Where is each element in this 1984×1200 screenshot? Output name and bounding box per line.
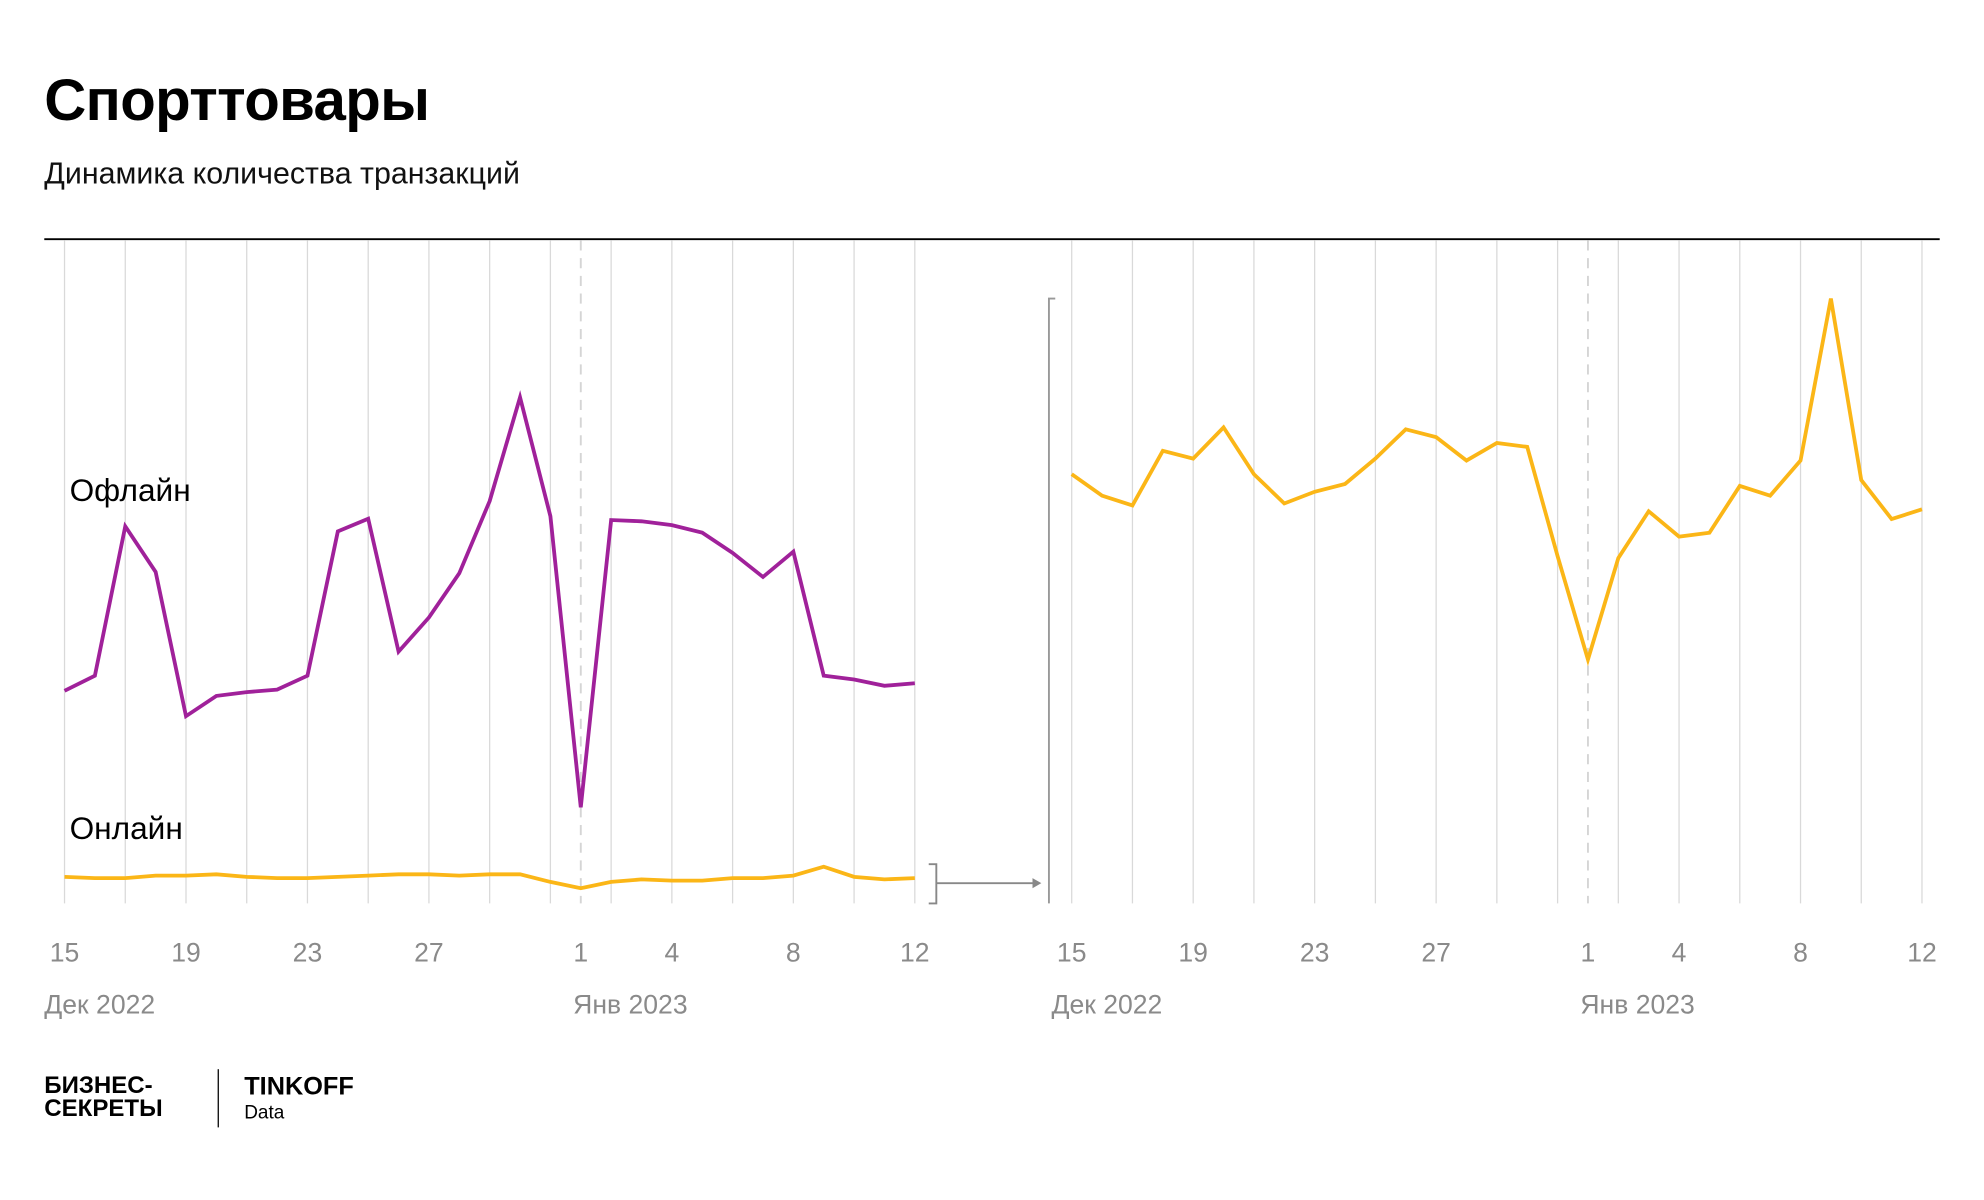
zoom-scale-bracket	[1047, 297, 1056, 904]
tick-label: 23	[293, 938, 323, 968]
month-label: Янв 2023	[573, 990, 687, 1020]
tick-label: 4	[1672, 938, 1687, 968]
arrow-icon	[1032, 878, 1042, 889]
logo-line1: БИЗНЕС-	[44, 1072, 153, 1100]
chart-subtitle: Динамика количества транзакций	[44, 156, 520, 192]
tick-label: 1	[1581, 938, 1596, 968]
tick-label: 23	[1300, 938, 1330, 968]
biznes-sekrety-logo: БИЗНЕС- СЕКРЕТЫ	[44, 1072, 163, 1123]
tick-label: 27	[1421, 938, 1451, 968]
chart-title: Спорттовары	[44, 67, 430, 133]
tick-label: 27	[414, 938, 444, 968]
tick-label: 15	[50, 938, 80, 968]
right-chart: 15 19 23 27 1 4 8 12 Дек 2022 Янв 2023	[1051, 240, 1937, 1020]
tick-label: 4	[664, 938, 679, 968]
legend-online: Онлайн	[70, 810, 183, 846]
tick-label: 1	[573, 938, 588, 968]
tick-label: 12	[900, 938, 930, 968]
tinkoff-logo: TINKOFF	[244, 1072, 354, 1101]
left-chart: 15 19 23 27 1 4 8 12 Дек 2022 Янв 2023	[44, 240, 930, 1020]
tick-label: 8	[1793, 938, 1808, 968]
logo-divider	[217, 1069, 219, 1128]
tinkoff-data-label: Data	[244, 1102, 285, 1124]
month-label: Янв 2023	[1580, 990, 1694, 1020]
tick-label: 15	[1057, 938, 1087, 968]
tick-label: 19	[171, 938, 201, 968]
logo-line2: СЕКРЕТЫ	[44, 1095, 163, 1123]
month-label: Дек 2022	[44, 990, 155, 1020]
zoom-bracket	[928, 863, 1038, 905]
legend-offline: Офлайн	[70, 472, 191, 508]
tick-label: 12	[1907, 938, 1937, 968]
month-label: Дек 2022	[1051, 990, 1162, 1020]
tick-label: 19	[1178, 938, 1208, 968]
tick-label: 8	[786, 938, 801, 968]
